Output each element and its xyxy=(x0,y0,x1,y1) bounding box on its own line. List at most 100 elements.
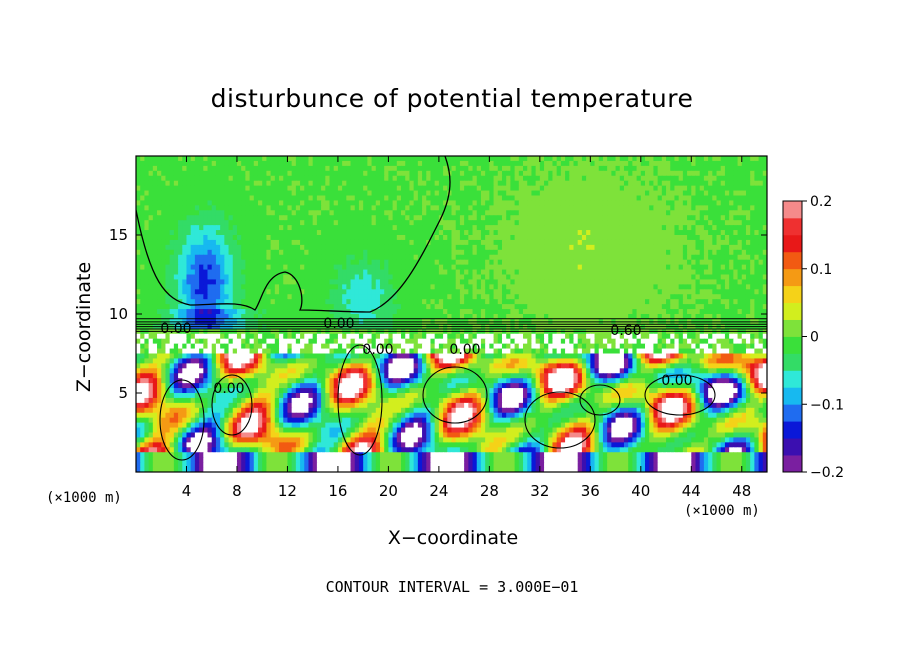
heatmap-cell xyxy=(220,279,225,285)
heatmap-cell xyxy=(708,299,713,305)
heatmap-cell xyxy=(203,264,209,271)
heatmap-cell xyxy=(207,239,213,246)
heatmap-cell xyxy=(523,264,528,271)
heatmap-cell xyxy=(468,284,474,290)
heatmap-cell xyxy=(169,175,175,182)
heatmap-cell xyxy=(434,279,440,285)
heatmap-cell xyxy=(401,269,406,276)
heatmap-cell xyxy=(497,220,503,226)
heatmap-cell xyxy=(569,235,575,241)
heatmap-cell xyxy=(623,170,629,177)
heatmap-cell xyxy=(678,215,684,221)
heatmap-cell xyxy=(316,210,322,216)
heatmap-cell xyxy=(443,249,448,256)
heatmap-cell xyxy=(569,175,575,182)
heatmap-cell xyxy=(619,185,625,192)
heatmap-cell xyxy=(708,230,713,236)
heatmap-cell xyxy=(682,165,688,172)
heatmap-cell xyxy=(611,289,617,295)
heatmap-cell xyxy=(367,259,373,266)
heatmap-cell xyxy=(670,200,676,206)
heatmap-cell xyxy=(598,230,604,236)
heatmap-cell xyxy=(371,235,377,241)
heatmap-cell xyxy=(333,230,339,236)
heatmap-cell xyxy=(253,264,259,271)
heatmap-cell xyxy=(762,205,767,211)
heatmap-cell xyxy=(539,239,545,246)
heatmap-cell xyxy=(194,165,200,172)
heatmap-cell xyxy=(670,259,676,266)
heatmap-cell xyxy=(510,220,516,226)
heatmap-cell xyxy=(379,235,385,241)
heatmap-cell xyxy=(716,264,722,271)
heatmap-cell xyxy=(712,249,718,256)
heatmap-cell xyxy=(455,235,461,241)
heatmap-cell xyxy=(266,289,272,295)
heatmap-cell xyxy=(312,170,318,177)
heatmap-cell xyxy=(224,200,230,206)
heatmap-cell xyxy=(678,254,684,261)
heatmap-cell xyxy=(342,249,347,256)
heatmap-cell xyxy=(560,279,566,285)
heatmap-cell xyxy=(745,165,751,172)
heatmap-cell xyxy=(396,180,402,187)
heatmap-cell xyxy=(531,230,537,236)
heatmap-cell xyxy=(224,264,230,271)
heatmap-cell xyxy=(291,210,297,216)
heatmap-cell xyxy=(556,304,562,310)
heatmap-cell xyxy=(468,195,474,202)
heatmap-cell xyxy=(337,264,343,271)
heatmap-cell xyxy=(262,160,268,167)
heatmap-cell xyxy=(501,304,507,310)
heatmap-cell xyxy=(367,195,373,202)
heatmap-cell xyxy=(451,279,457,285)
heatmap-cell xyxy=(623,165,629,172)
heatmap-cell xyxy=(434,289,440,295)
heatmap-cell xyxy=(497,170,503,177)
heatmap-cell xyxy=(304,264,310,271)
heatmap-cell xyxy=(703,230,709,236)
heatmap-cell xyxy=(257,289,263,295)
heatmap-cell xyxy=(173,309,179,315)
heatmap-cell xyxy=(695,249,701,256)
heatmap-cell xyxy=(459,156,465,162)
heatmap-cell xyxy=(615,269,621,276)
heatmap-cell xyxy=(619,284,625,290)
heatmap-cell xyxy=(401,230,406,236)
heatmap-cell xyxy=(586,210,591,216)
heatmap-cell xyxy=(581,165,587,172)
heatmap-cell xyxy=(413,269,419,276)
heatmap-cell xyxy=(645,170,650,177)
heatmap-cell xyxy=(758,225,764,231)
heatmap-cell xyxy=(346,170,352,177)
heatmap-cell xyxy=(165,314,171,320)
heatmap-cell xyxy=(556,210,562,216)
heatmap-cell xyxy=(211,215,217,221)
heatmap-cell xyxy=(165,190,171,197)
heatmap-cell xyxy=(434,185,440,192)
heatmap-cell xyxy=(493,254,499,261)
heatmap-cell xyxy=(148,259,154,266)
heatmap-cell xyxy=(169,180,175,187)
heatmap-cell xyxy=(674,299,680,305)
heatmap-cell xyxy=(152,225,158,231)
heatmap-cell xyxy=(615,304,621,310)
heatmap-cell xyxy=(472,279,478,285)
heatmap-cell xyxy=(455,165,461,172)
heatmap-cell xyxy=(556,279,562,285)
heatmap-cell xyxy=(724,279,730,285)
heatmap-cell xyxy=(190,239,196,246)
heatmap-cell xyxy=(682,279,688,285)
heatmap-cell xyxy=(518,195,524,202)
heatmap-cell xyxy=(144,165,150,172)
heatmap-cell xyxy=(451,180,457,187)
heatmap-cell xyxy=(401,249,406,256)
heatmap-cell xyxy=(232,264,238,271)
heatmap-cell xyxy=(645,284,650,290)
heatmap-cell xyxy=(691,304,697,310)
heatmap-cell xyxy=(342,294,347,300)
heatmap-cell xyxy=(422,170,427,177)
heatmap-cell xyxy=(464,220,469,226)
heatmap-cell xyxy=(649,269,655,276)
heatmap-cell xyxy=(405,230,411,236)
